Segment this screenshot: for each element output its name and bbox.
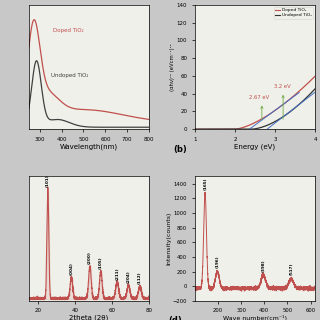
X-axis label: Energy (eV): Energy (eV) (235, 143, 276, 150)
X-axis label: Wave number(cm⁻¹): Wave number(cm⁻¹) (223, 315, 287, 320)
Y-axis label: Intensity(counts): Intensity(counts) (166, 212, 171, 265)
Text: Doped TiO₂: Doped TiO₂ (53, 28, 84, 33)
Text: (112): (112) (138, 271, 142, 284)
Text: (004): (004) (69, 262, 73, 276)
Legend: Doped TiO₂, Undoped TiO₂: Doped TiO₂, Undoped TiO₂ (274, 7, 313, 19)
X-axis label: Wavelength(nm): Wavelength(nm) (60, 143, 118, 150)
Text: (211): (211) (115, 267, 119, 280)
Text: (165): (165) (203, 177, 207, 189)
Text: (d): (d) (168, 316, 182, 320)
Text: 3.2 eV: 3.2 eV (274, 84, 291, 89)
Text: 2.67 eV: 2.67 eV (249, 95, 269, 100)
Text: (204): (204) (126, 270, 131, 283)
Text: Undoped TiO₂: Undoped TiO₂ (51, 73, 88, 78)
Text: (101): (101) (46, 174, 50, 187)
Text: (200): (200) (88, 252, 92, 264)
Text: (b): (b) (173, 145, 187, 154)
Text: (517): (517) (289, 263, 293, 275)
Text: (105): (105) (99, 257, 103, 269)
X-axis label: 2theta (2θ): 2theta (2θ) (69, 315, 108, 320)
Text: (196): (196) (215, 255, 219, 268)
Y-axis label: (αhν)¹² (eVcm⁻¹)¹²: (αhν)¹² (eVcm⁻¹)¹² (170, 43, 175, 91)
Text: (398): (398) (261, 259, 265, 272)
